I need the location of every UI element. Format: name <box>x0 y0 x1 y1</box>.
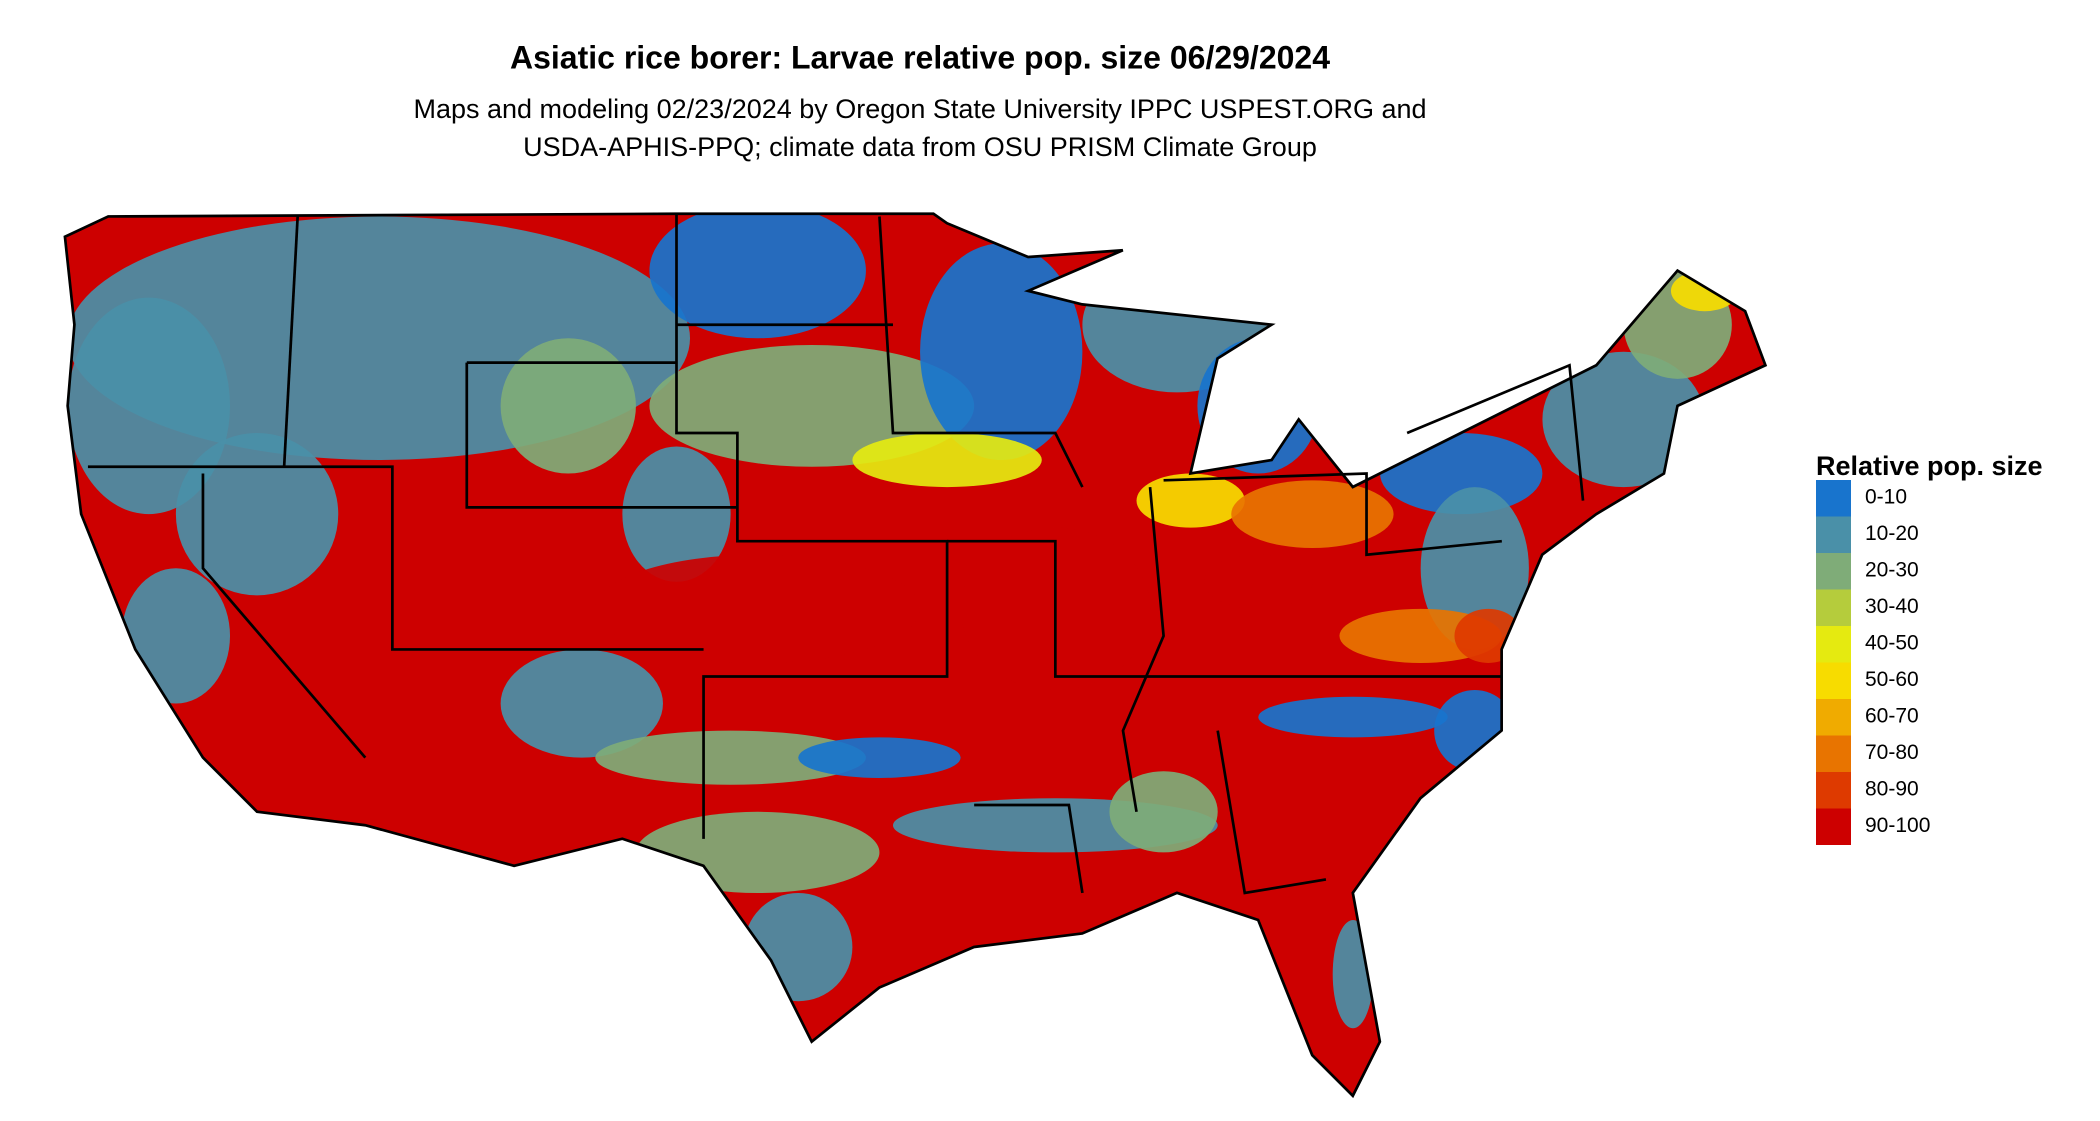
legend-title: Relative pop. size <box>1816 451 2043 481</box>
map-region <box>649 213 866 339</box>
legend-swatch <box>1816 589 1851 626</box>
map-region <box>1082 257 1272 393</box>
map-region <box>500 649 663 758</box>
legend-swatch <box>1816 772 1851 809</box>
state-border <box>1163 472 1502 557</box>
map-region <box>920 243 1083 461</box>
state-border <box>675 213 949 839</box>
legend-label: 70-80 <box>1865 741 1919 764</box>
state-borders <box>63 212 1767 1097</box>
legend-label: 0-10 <box>1865 486 1907 509</box>
map-region <box>1670 270 1739 312</box>
legend-label: 30-40 <box>1865 595 1919 618</box>
state-border <box>1121 486 1165 813</box>
map-subtitle: USDA-APHIS-PPQ; climate data from OSU PR… <box>523 132 1317 162</box>
legend-swatch <box>1816 699 1851 736</box>
legend-label: 60-70 <box>1865 705 1919 728</box>
map-subtitle: Maps and modeling 02/23/2024 by Oregon S… <box>413 94 1426 124</box>
map-region <box>649 345 975 467</box>
map-title: Asiatic rice borer: Larvae relative pop.… <box>510 39 1330 75</box>
legend-swatch <box>1816 626 1851 663</box>
legend-swatch <box>1816 662 1851 699</box>
legend-swatch <box>1816 735 1851 772</box>
legend: 0-10 10-20 20-30 30-40 40-50 50-60 60-70 70-80 8… <box>1816 480 1930 845</box>
map-region <box>500 338 636 474</box>
legend-swatch <box>1816 808 1851 845</box>
map-region <box>1434 690 1516 772</box>
state-border <box>201 473 367 759</box>
legend-label: 20-30 <box>1865 559 1919 582</box>
map-region <box>1136 473 1245 528</box>
map-region <box>1454 608 1523 663</box>
map-region <box>595 730 866 785</box>
state-border <box>282 216 300 467</box>
legend-label: 10-20 <box>1865 522 1919 545</box>
legend-swatch <box>1816 516 1851 553</box>
map-region <box>1420 487 1529 650</box>
map-region <box>798 737 961 778</box>
map-region <box>121 568 231 704</box>
legend-label: 50-60 <box>1865 668 1919 691</box>
map-region <box>595 554 921 663</box>
map-region <box>852 432 1042 488</box>
map-region <box>67 297 231 515</box>
map-region <box>622 446 731 582</box>
map-region <box>1231 480 1394 548</box>
map-region <box>1542 351 1705 488</box>
state-border <box>465 362 738 509</box>
state-border <box>947 539 1502 678</box>
state-border <box>87 465 704 651</box>
map-region <box>1109 771 1218 853</box>
map-region <box>175 432 339 596</box>
legend-swatch <box>1816 553 1851 590</box>
map-region <box>1197 338 1320 474</box>
map-region <box>1258 696 1448 738</box>
map-region <box>1204 554 1313 609</box>
legend-swatch <box>1816 480 1851 517</box>
legend-label: 80-90 <box>1865 778 1919 801</box>
state-border <box>1406 363 1585 501</box>
legend-label: 90-100 <box>1865 814 1930 837</box>
state-border <box>1216 730 1327 895</box>
state-border <box>974 803 1084 894</box>
state-border <box>878 216 1084 488</box>
map-region <box>635 811 880 893</box>
legend-label: 40-50 <box>1865 632 1919 655</box>
